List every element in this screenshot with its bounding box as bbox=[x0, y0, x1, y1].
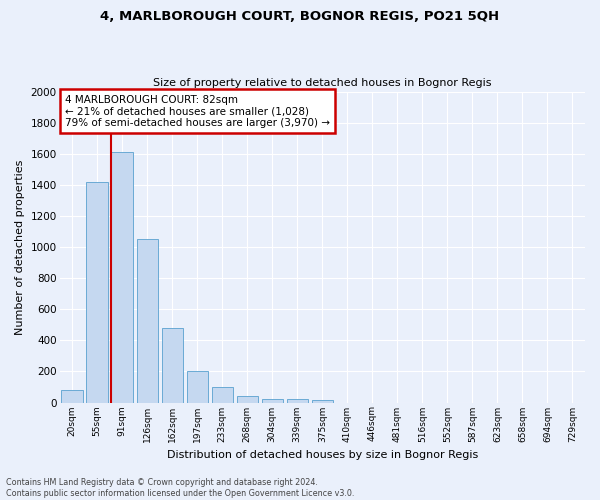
Title: Size of property relative to detached houses in Bognor Regis: Size of property relative to detached ho… bbox=[153, 78, 491, 88]
Y-axis label: Number of detached properties: Number of detached properties bbox=[15, 160, 25, 334]
Text: 4 MARLBOROUGH COURT: 82sqm
← 21% of detached houses are smaller (1,028)
79% of s: 4 MARLBOROUGH COURT: 82sqm ← 21% of deta… bbox=[65, 94, 330, 128]
X-axis label: Distribution of detached houses by size in Bognor Regis: Distribution of detached houses by size … bbox=[167, 450, 478, 460]
Bar bbox=[287, 400, 308, 402]
Bar bbox=[311, 400, 333, 402]
Bar bbox=[212, 387, 233, 402]
Text: 4, MARLBOROUGH COURT, BOGNOR REGIS, PO21 5QH: 4, MARLBOROUGH COURT, BOGNOR REGIS, PO21… bbox=[100, 10, 500, 23]
Bar bbox=[236, 396, 258, 402]
Bar bbox=[112, 152, 133, 403]
Bar bbox=[61, 390, 83, 402]
Bar bbox=[137, 240, 158, 402]
Bar bbox=[187, 372, 208, 402]
Text: Contains HM Land Registry data © Crown copyright and database right 2024.
Contai: Contains HM Land Registry data © Crown c… bbox=[6, 478, 355, 498]
Bar bbox=[161, 328, 183, 402]
Bar bbox=[86, 182, 108, 402]
Bar bbox=[262, 398, 283, 402]
